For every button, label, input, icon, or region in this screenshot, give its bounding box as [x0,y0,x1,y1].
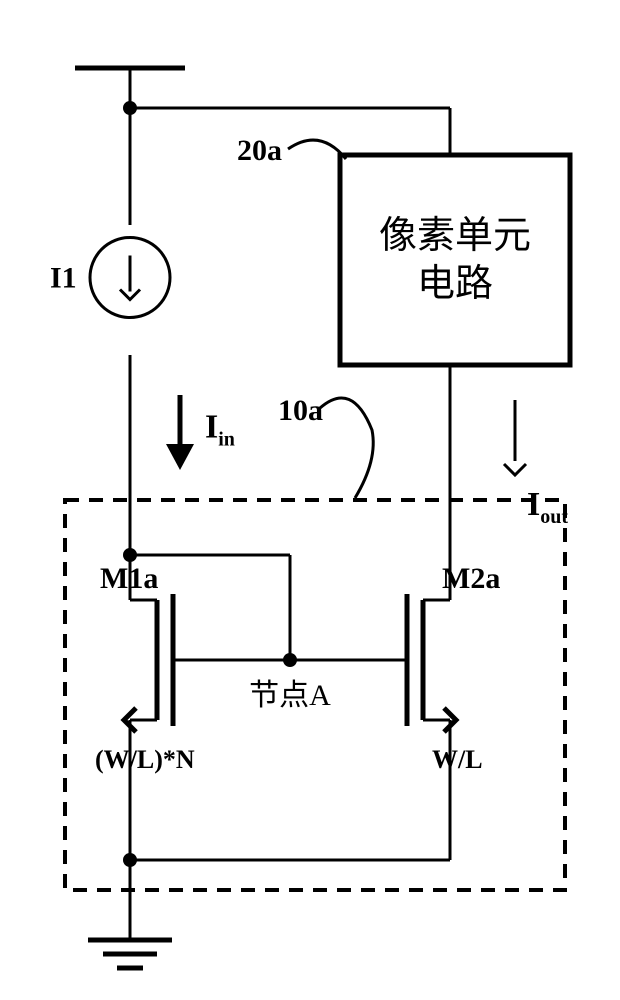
label-20a: 20a [237,134,282,167]
label-iout: Iout [527,486,568,528]
label-iin: Iin [205,409,235,451]
ratio-m2a: W/L [432,745,483,774]
label-10a: 10a [278,394,323,427]
pixel-unit-block [340,155,570,365]
pixel-block-line1: 像素单元 [379,215,531,257]
label-node-a: 节点A [249,679,331,712]
label-i1: I1 [50,262,77,295]
label-m2a: M2a [442,562,500,595]
pixel-block-line2: 电路 [417,263,493,305]
label-m1a: M1a [100,562,158,595]
ratio-m1a: (W/L)*N [95,745,195,774]
leader-10a [320,398,373,498]
leader-20a [288,140,346,159]
